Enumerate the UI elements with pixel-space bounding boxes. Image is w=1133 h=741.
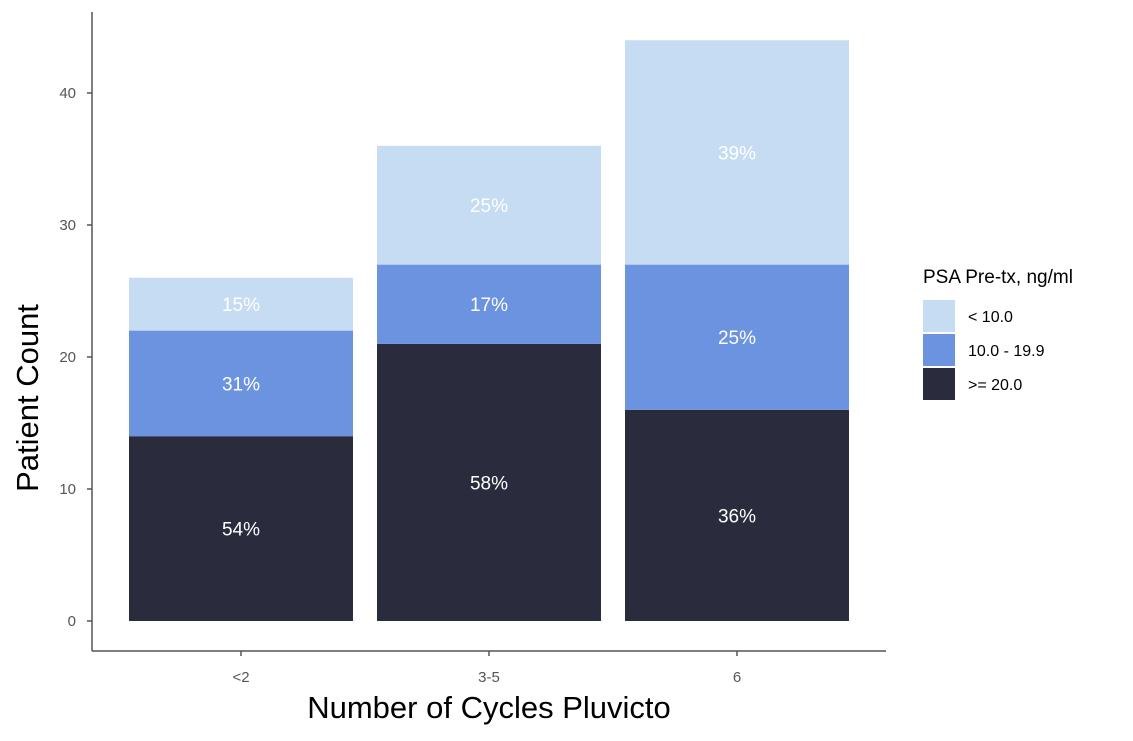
y-tick-label: 30	[59, 217, 76, 234]
bar-value-label: 25%	[470, 196, 508, 217]
bar-value-label: 54%	[222, 520, 260, 541]
bar-labels-layer: 54% 31% 15% 58% 17% 25% 36% 25% 39%	[222, 143, 756, 540]
legend-swatch	[923, 300, 955, 332]
bar-segment	[377, 145, 601, 265]
legend-label: 10.0 - 19.9	[968, 343, 1045, 360]
bar-value-label: 36%	[718, 506, 756, 527]
x-tick-label: 3-5	[478, 669, 500, 686]
bar-segment	[377, 343, 601, 621]
bar-value-label: 17%	[470, 295, 508, 316]
y-tick-label: 10	[59, 481, 76, 498]
bar-value-label: 58%	[470, 473, 508, 494]
legend-title: PSA Pre-tx, ng/ml	[923, 267, 1073, 288]
legend-swatch	[923, 368, 955, 400]
bar-segment	[625, 409, 849, 621]
y-ticks-layer: 0 10 20 30 40	[59, 85, 92, 630]
y-tick-label: 40	[59, 85, 76, 102]
y-axis-title: Patient Count	[10, 304, 45, 492]
bars-layer	[129, 40, 849, 621]
legend-label: >= 20.0	[968, 377, 1022, 394]
bar-segment	[625, 40, 849, 265]
x-tick-label: <2	[232, 669, 249, 686]
bar-value-label: 15%	[222, 295, 260, 316]
legend: PSA Pre-tx, ng/ml < 10.0 10.0 - 19.9 >= 20…	[923, 267, 1073, 400]
y-tick-label: 20	[59, 349, 76, 366]
y-tick-label: 0	[68, 613, 76, 630]
bar-segment	[129, 436, 353, 621]
legend-swatch	[923, 334, 955, 366]
x-tick-label: 6	[733, 669, 741, 686]
legend-label: < 10.0	[968, 309, 1013, 326]
bar-value-label: 25%	[718, 328, 756, 349]
x-axis-title: Number of Cycles Pluvicto	[307, 690, 671, 725]
bar-value-label: 39%	[718, 143, 756, 164]
bar-segment	[377, 264, 601, 344]
bar-segment	[625, 264, 849, 410]
bar-segment	[129, 330, 353, 437]
bar-segment	[129, 277, 353, 331]
x-ticks-layer: <2 3-5 6	[232, 651, 741, 686]
bar-value-label: 31%	[222, 374, 260, 395]
